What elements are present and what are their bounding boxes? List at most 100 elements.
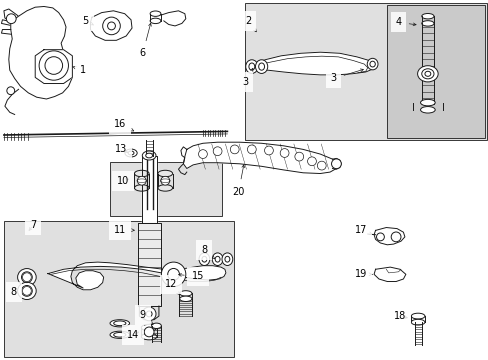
Ellipse shape [18, 282, 36, 300]
Circle shape [307, 157, 316, 166]
Ellipse shape [113, 333, 126, 337]
Bar [110, 162, 222, 216]
Circle shape [6, 14, 16, 24]
Polygon shape [142, 156, 157, 223]
Text: 11: 11 [113, 225, 134, 235]
Circle shape [45, 57, 62, 74]
Ellipse shape [212, 253, 223, 265]
Text: 7: 7 [29, 220, 36, 230]
Text: 8: 8 [201, 245, 214, 259]
Ellipse shape [125, 149, 137, 157]
Ellipse shape [410, 319, 424, 325]
Circle shape [22, 273, 31, 282]
Ellipse shape [134, 170, 149, 177]
Circle shape [102, 17, 120, 35]
Ellipse shape [420, 99, 434, 106]
Circle shape [264, 146, 273, 155]
Polygon shape [90, 11, 132, 40]
Ellipse shape [141, 333, 157, 340]
Ellipse shape [180, 296, 192, 302]
Circle shape [22, 287, 31, 295]
Text: 13: 13 [115, 144, 127, 154]
Ellipse shape [110, 331, 129, 338]
Circle shape [294, 152, 303, 161]
Ellipse shape [21, 272, 32, 283]
Circle shape [317, 161, 325, 170]
Circle shape [213, 147, 222, 156]
Polygon shape [4, 9, 19, 22]
Ellipse shape [255, 60, 267, 73]
Text: 6: 6 [140, 23, 151, 58]
Text: 19: 19 [354, 269, 371, 279]
Circle shape [107, 22, 115, 30]
Ellipse shape [417, 66, 437, 82]
Circle shape [39, 51, 68, 80]
Circle shape [142, 307, 156, 321]
Text: 5: 5 [82, 16, 93, 26]
Text: 17: 17 [354, 225, 371, 235]
Ellipse shape [141, 324, 157, 331]
Text: 2: 2 [245, 16, 256, 32]
Polygon shape [253, 52, 373, 75]
Bar [386, 5, 484, 138]
Circle shape [376, 233, 384, 241]
Ellipse shape [202, 256, 206, 262]
Text: 15: 15 [178, 271, 204, 282]
Circle shape [137, 176, 146, 185]
Ellipse shape [134, 185, 149, 191]
Bar [4, 221, 233, 357]
Circle shape [161, 176, 169, 185]
Circle shape [161, 262, 185, 287]
Circle shape [167, 269, 179, 280]
Ellipse shape [369, 61, 375, 67]
Polygon shape [138, 223, 161, 306]
Ellipse shape [424, 71, 430, 76]
Ellipse shape [215, 256, 220, 262]
Ellipse shape [21, 285, 32, 296]
Ellipse shape [142, 151, 156, 160]
Ellipse shape [158, 170, 172, 177]
Ellipse shape [366, 58, 377, 70]
Ellipse shape [113, 321, 126, 326]
Polygon shape [373, 267, 405, 282]
Ellipse shape [151, 323, 161, 329]
Ellipse shape [110, 320, 129, 327]
Polygon shape [373, 228, 404, 245]
Polygon shape [48, 262, 225, 290]
Ellipse shape [180, 291, 192, 296]
Ellipse shape [222, 253, 232, 265]
Ellipse shape [18, 269, 36, 286]
Ellipse shape [410, 313, 424, 319]
Ellipse shape [420, 107, 434, 113]
Circle shape [280, 149, 288, 157]
Polygon shape [35, 50, 72, 84]
Ellipse shape [224, 256, 229, 262]
Circle shape [331, 159, 341, 169]
Text: 3: 3 [242, 68, 252, 87]
Text: 20: 20 [232, 165, 244, 197]
Ellipse shape [150, 18, 161, 24]
Ellipse shape [150, 11, 161, 17]
Text: 4: 4 [395, 17, 415, 27]
Circle shape [198, 150, 207, 158]
Text: 12: 12 [164, 279, 179, 294]
Polygon shape [183, 142, 338, 174]
Text: 8: 8 [11, 287, 17, 297]
Circle shape [146, 311, 152, 317]
Text: 10: 10 [117, 176, 129, 186]
Bar [245, 3, 486, 140]
Ellipse shape [245, 60, 258, 73]
Circle shape [390, 232, 400, 242]
Circle shape [7, 87, 15, 95]
Circle shape [230, 145, 239, 154]
Text: 3: 3 [330, 69, 363, 84]
Ellipse shape [145, 153, 152, 158]
Polygon shape [9, 6, 72, 99]
Text: 16: 16 [113, 119, 134, 131]
Ellipse shape [421, 69, 433, 79]
Circle shape [144, 327, 154, 337]
Ellipse shape [158, 185, 172, 191]
Text: 9: 9 [140, 310, 153, 324]
Ellipse shape [199, 253, 209, 265]
Text: 14: 14 [126, 330, 139, 340]
